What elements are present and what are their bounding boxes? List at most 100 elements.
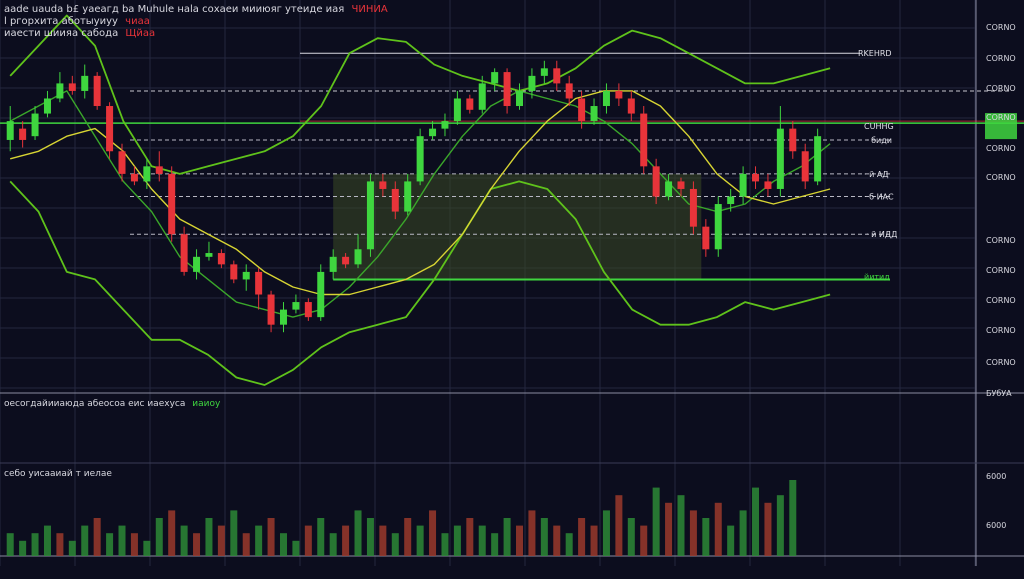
candle-body (391, 188, 399, 212)
candle-body (453, 98, 461, 122)
price-tag (985, 113, 1017, 140)
candle-body (168, 173, 176, 235)
candle-body (205, 253, 213, 257)
axis-label: CORNO (986, 144, 1016, 153)
candle-body (814, 136, 822, 182)
volume-bar (553, 525, 561, 556)
candle-body (652, 166, 660, 197)
candle-body (379, 181, 387, 189)
volume-bar (304, 525, 312, 556)
axis-label: CORNO (986, 296, 1016, 305)
volume-bar (540, 518, 548, 556)
candle-body (43, 98, 51, 114)
axis-label: CORNO (986, 84, 1016, 93)
axis-label: CORNO (986, 326, 1016, 335)
header-line3-red: Щйаа (125, 28, 156, 39)
indicator-label: оесогдайииаюда абеосоа еис иаехуса иаиоу (4, 398, 220, 410)
volume-bar (627, 518, 635, 556)
candle-body (143, 166, 151, 182)
candle-body (68, 83, 76, 91)
volume-bar (702, 518, 710, 556)
axis-label: CORNO (986, 173, 1016, 182)
candle-body (255, 271, 263, 295)
candle-body (329, 256, 337, 272)
candle-body (6, 121, 14, 140)
candle-body (441, 121, 449, 129)
candle-body (714, 204, 722, 250)
volume-bar (68, 540, 76, 556)
candle-body (491, 72, 499, 84)
volume-bar (764, 502, 772, 556)
candle-body (429, 128, 437, 137)
header-line1: аade uauda b£ уаeaгд bа Мuhulе наlа соха… (4, 4, 345, 15)
candle-body (640, 113, 648, 167)
volume-bar (366, 518, 374, 556)
volume-bar (329, 533, 337, 556)
candle-body (578, 98, 586, 122)
volume-bar (590, 525, 598, 556)
candle-body (665, 181, 673, 197)
volume-bar (602, 510, 610, 556)
volume-bar (478, 525, 486, 556)
candle-body (727, 196, 735, 205)
candle-body (627, 98, 635, 114)
candle-body (56, 83, 64, 99)
axis-label: CORNO (986, 236, 1016, 245)
volume-bar (317, 518, 325, 556)
volume-bar (727, 525, 735, 556)
indicator-label-green: иаиоу (192, 399, 221, 409)
candle-body (292, 302, 300, 310)
volume-bar (267, 518, 275, 556)
candle-body (217, 253, 225, 265)
candle-body (540, 68, 548, 76)
volume-bar (739, 510, 747, 556)
indicator-label-text: оесогдайииаюда абеосоа еис иаехуса (4, 399, 186, 409)
chart-header-3: иаести шиияа сабода Щйаа (4, 28, 155, 40)
bollinger-upper (9, 14, 831, 175)
axis-label: CORNO (986, 54, 1016, 63)
volume-bar (776, 495, 784, 556)
volume-bar (217, 525, 225, 556)
level-label: · й АД (864, 170, 889, 179)
volume-bar (578, 518, 586, 556)
candle-body (764, 181, 772, 189)
candle-body (106, 106, 114, 152)
axis-label: CORNO (986, 113, 1016, 122)
candle-body (354, 249, 362, 265)
volume-bar (155, 518, 163, 556)
volume-bar (81, 525, 89, 556)
volume-bar (180, 525, 188, 556)
candle-body (118, 151, 126, 174)
volume-bar (255, 525, 263, 556)
volume-bar (714, 502, 722, 556)
volume-bar (391, 533, 399, 556)
volume-bar (404, 518, 412, 556)
volume-bar (354, 510, 362, 556)
volume-bar (677, 495, 685, 556)
candle-body (503, 72, 511, 107)
candle-body (752, 173, 760, 182)
volume-bar (379, 525, 387, 556)
volume-bar (665, 502, 673, 556)
axis-label: БУбУА (986, 389, 1012, 398)
level-label: йитид (864, 272, 890, 281)
candle-body (267, 294, 275, 325)
volume-bar (93, 518, 101, 556)
candle-body (304, 302, 312, 318)
candle-body (155, 166, 163, 174)
volume-bar (19, 540, 27, 556)
candle-body (615, 90, 623, 99)
volume-bar (43, 525, 51, 556)
candle-body (776, 128, 784, 189)
volume-bar (193, 533, 201, 556)
candle-body (230, 264, 238, 280)
volume-bar (429, 510, 437, 556)
volume-bar (143, 540, 151, 556)
header-line1-red: ЧИНИА (351, 4, 388, 15)
volume-bar (292, 540, 300, 556)
candle-body (19, 128, 27, 140)
volume-bar (342, 525, 350, 556)
header-line2: l ргорхита аботыуиуу (4, 16, 118, 27)
